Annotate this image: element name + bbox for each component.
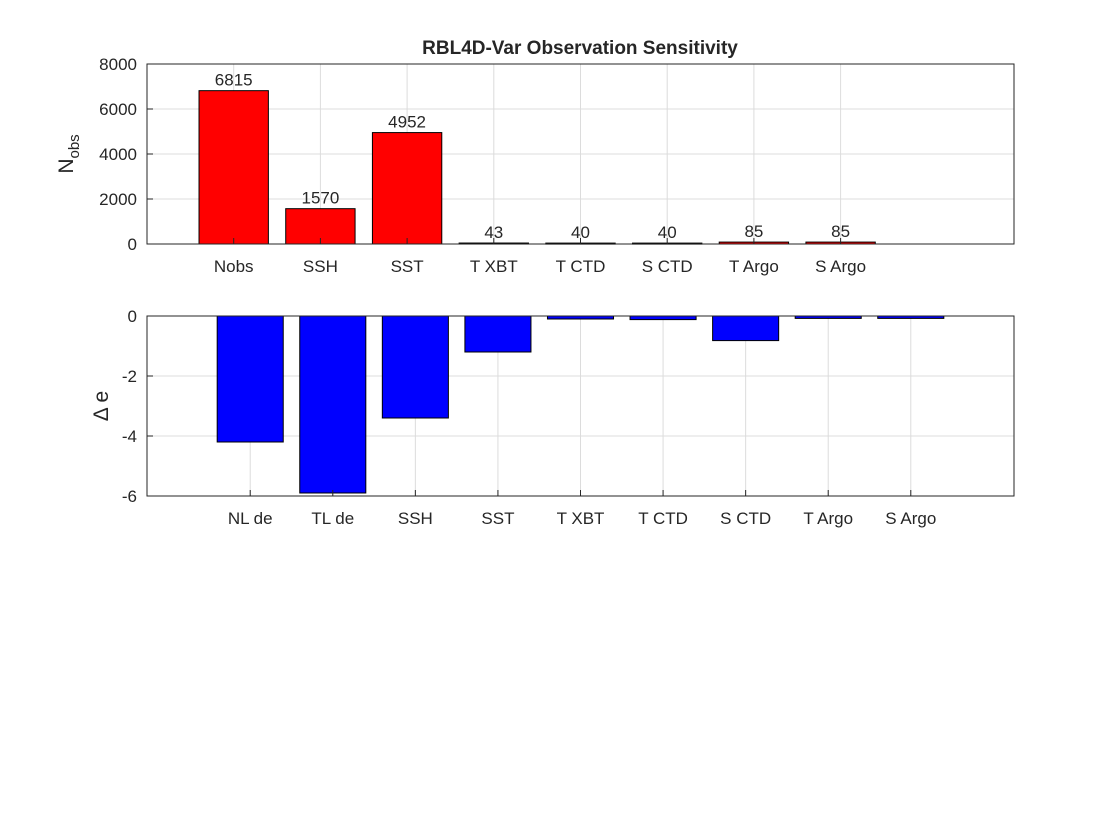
bar-tl-de [299,315,367,494]
bottom-bars [216,315,945,494]
bar-data-label: 43 [484,223,503,242]
top-ylabel: Nobs [55,134,83,173]
x-tick-label: TL de [311,509,354,528]
bar-t-ctd [629,315,697,321]
top-ylabel-sub: obs [66,134,83,158]
x-tick-label: SST [391,257,424,276]
top-ticks: Nobs SSH SST T XBT T CTD S CTD T Argo S Argo 0 20… [99,55,866,276]
bottom-panel: NL de TL de SSH SST T XBT T CTD S CTD T Argo S A… [90,307,1015,528]
y-tick-label: -4 [122,427,137,446]
x-tick-label: S CTD [642,257,693,276]
x-tick-label: T CTD [556,257,606,276]
top-ylabel-main: N [55,159,78,174]
x-tick-label: S Argo [885,509,936,528]
bar-data-label: 1570 [301,189,339,208]
x-tick-label: SSH [303,257,338,276]
y-tick-label: 2000 [99,190,137,209]
x-tick-label: Nobs [214,257,254,276]
y-tick-label: 0 [128,235,137,254]
chart-title: RBL4D-Var Observation Sensitivity [422,38,738,59]
x-tick-label: T XBT [470,257,518,276]
bar-nobs [198,90,269,245]
top-grid [147,63,1014,245]
x-tick-label: S CTD [720,509,771,528]
x-tick-label: T CTD [638,509,688,528]
top-panel: Nobs SSH SST T XBT T CTD S CTD T Argo S Argo 0 20… [55,55,1015,276]
y-tick-label: 6000 [99,100,137,119]
bar-data-label: 6815 [215,71,253,90]
bar-s-ctd [712,315,780,342]
x-tick-label: T XBT [557,509,605,528]
bar-data-label: 85 [744,222,763,241]
bar-sst [371,132,443,245]
bar-ssh [381,315,449,419]
bar-nl-de [216,315,284,443]
bottom-ticks: NL de TL de SSH SST T XBT T CTD S CTD T Argo S A… [122,307,936,528]
bar-data-label: 40 [571,223,590,242]
x-tick-label: S Argo [815,257,866,276]
x-tick-label: T Argo [803,509,853,528]
bar-data-label: 40 [658,223,677,242]
x-tick-label: SSH [398,509,433,528]
x-tick-label: T Argo [729,257,779,276]
bottom-ylabel: Δ e [90,391,113,421]
bar-sst [464,315,532,353]
y-tick-label: 4000 [99,145,137,164]
y-tick-label: -6 [122,487,137,506]
y-tick-label: 8000 [99,55,137,74]
x-tick-label: SST [481,509,514,528]
bar-data-label: 4952 [388,113,426,132]
y-tick-label: -2 [122,367,137,386]
y-tick-label: 0 [128,307,137,326]
top-data-labels: 6815 1570 4952 43 40 40 85 85 [215,71,850,242]
bar-data-label: 85 [831,222,850,241]
x-tick-label: NL de [228,509,273,528]
top-bars [198,90,876,245]
